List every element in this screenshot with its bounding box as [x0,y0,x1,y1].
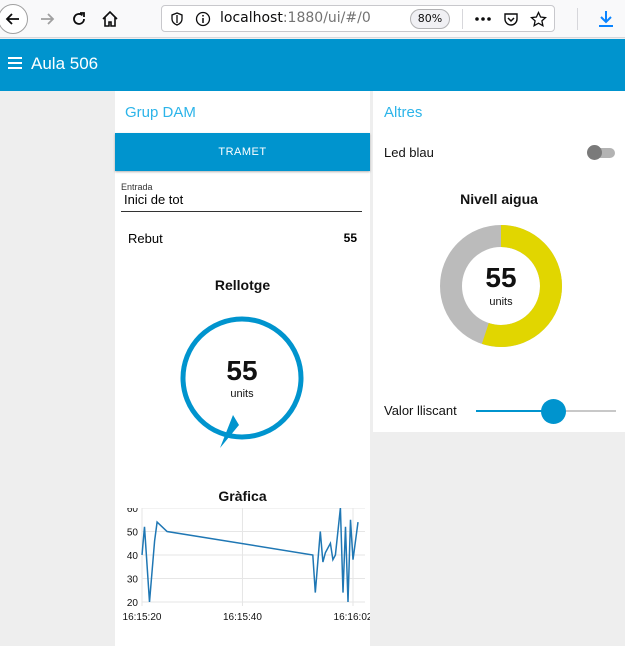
group-title: Altres [384,104,423,121]
chart-x-tick-label: 16:16:02 [334,612,370,623]
browser-toolbar: localhost:1880/ui/#/0 80% [0,0,625,38]
chart-x-tick-label: 16:15:20 [123,612,162,623]
level-fill [440,225,562,347]
chart-y-ticks: 60 50 40 30 20 [127,508,139,609]
rellotge-units: units [230,388,254,400]
back-button[interactable] [0,4,28,34]
valor-lliscant-slider[interactable] [476,396,616,426]
reload-icon [73,12,85,25]
nivell-aigua-value: 55 [485,262,517,293]
app-title: Aula 506 [31,54,99,73]
nivell-aigua-units: units [489,296,513,308]
more-actions-icon[interactable] [473,9,493,29]
url-path: :1880/ui/#/0 [282,10,371,26]
zoom-badge[interactable]: 80% [410,9,450,29]
chart-y-tick-label: 50 [127,528,139,539]
reload-button[interactable] [64,4,94,34]
rellotge-value: 55 [226,355,258,386]
home-icon [102,10,118,27]
chart-title: Gràfica [218,488,267,504]
home-button[interactable] [95,4,125,34]
arrow-left-icon [5,13,19,25]
donut-pointer [220,415,239,448]
chart-y-tick-label: 30 [127,575,139,586]
chart-y-tick-label: 20 [127,598,139,609]
nivell-aigua-donut [440,225,562,347]
chart-x-ticks: 16:15:20 16:15:40 16:16:02 [123,612,370,623]
input-label: Entrada [121,182,153,192]
chart-grid [141,508,365,606]
entrada-input[interactable] [124,192,354,207]
donut-ring [180,316,304,440]
grafica-line-chart: 60 50 40 30 20 16:15:20 16:15:40 16:16:02 [123,508,370,623]
chart-series-line [141,508,359,603]
url-text[interactable]: localhost:1880/ui/#/0 [220,10,371,26]
chart-x-tick-label: 16:15:40 [223,612,262,623]
rellotge-donut-gauge [180,316,304,448]
entrada-input-field[interactable]: Entrada [121,182,362,212]
pocket-icon[interactable] [501,9,521,29]
toggle-track [589,148,615,158]
led-blau-label: Led blau [384,145,434,160]
nivell-aigua-title: Nivell aigua [460,191,538,207]
download-icon [599,11,613,27]
slider-knob[interactable] [540,399,566,424]
rebut-label: Rebut [128,231,163,246]
arrow-right-icon [41,13,55,25]
menu-icon[interactable] [8,57,22,73]
bookmark-star-icon[interactable] [528,9,548,29]
url-host: localhost [220,10,283,26]
toggle-knob [587,145,602,160]
shield-icon[interactable] [167,9,187,29]
info-icon[interactable] [193,9,213,29]
slider-fill [476,410,553,412]
download-button[interactable] [592,4,620,34]
url-divider [462,9,463,29]
group-card-altres: Altres Led blau Nivell aigua 55 units Va… [373,91,625,432]
rellotge-title: Rellotge [214,277,271,293]
chart-series [141,508,359,603]
app-header: Aula 506 [0,39,625,91]
group-title: Grup DAM [125,104,196,121]
valor-lliscant-label: Valor lliscant [384,403,457,418]
forward-button[interactable] [32,4,62,34]
rebut-value: 55 [343,231,357,245]
address-bar[interactable]: localhost:1880/ui/#/0 80% [161,5,555,32]
led-blau-toggle[interactable] [587,145,615,160]
group-card-grup-dam: Grup DAM TRAMET Entrada Rebut 55 Rellotg… [115,91,370,646]
chart-y-tick-label: 60 [127,508,139,515]
chart-y-tick-label: 40 [127,551,139,562]
toolbar-separator [577,8,578,30]
tramet-button[interactable]: TRAMET [115,133,370,171]
